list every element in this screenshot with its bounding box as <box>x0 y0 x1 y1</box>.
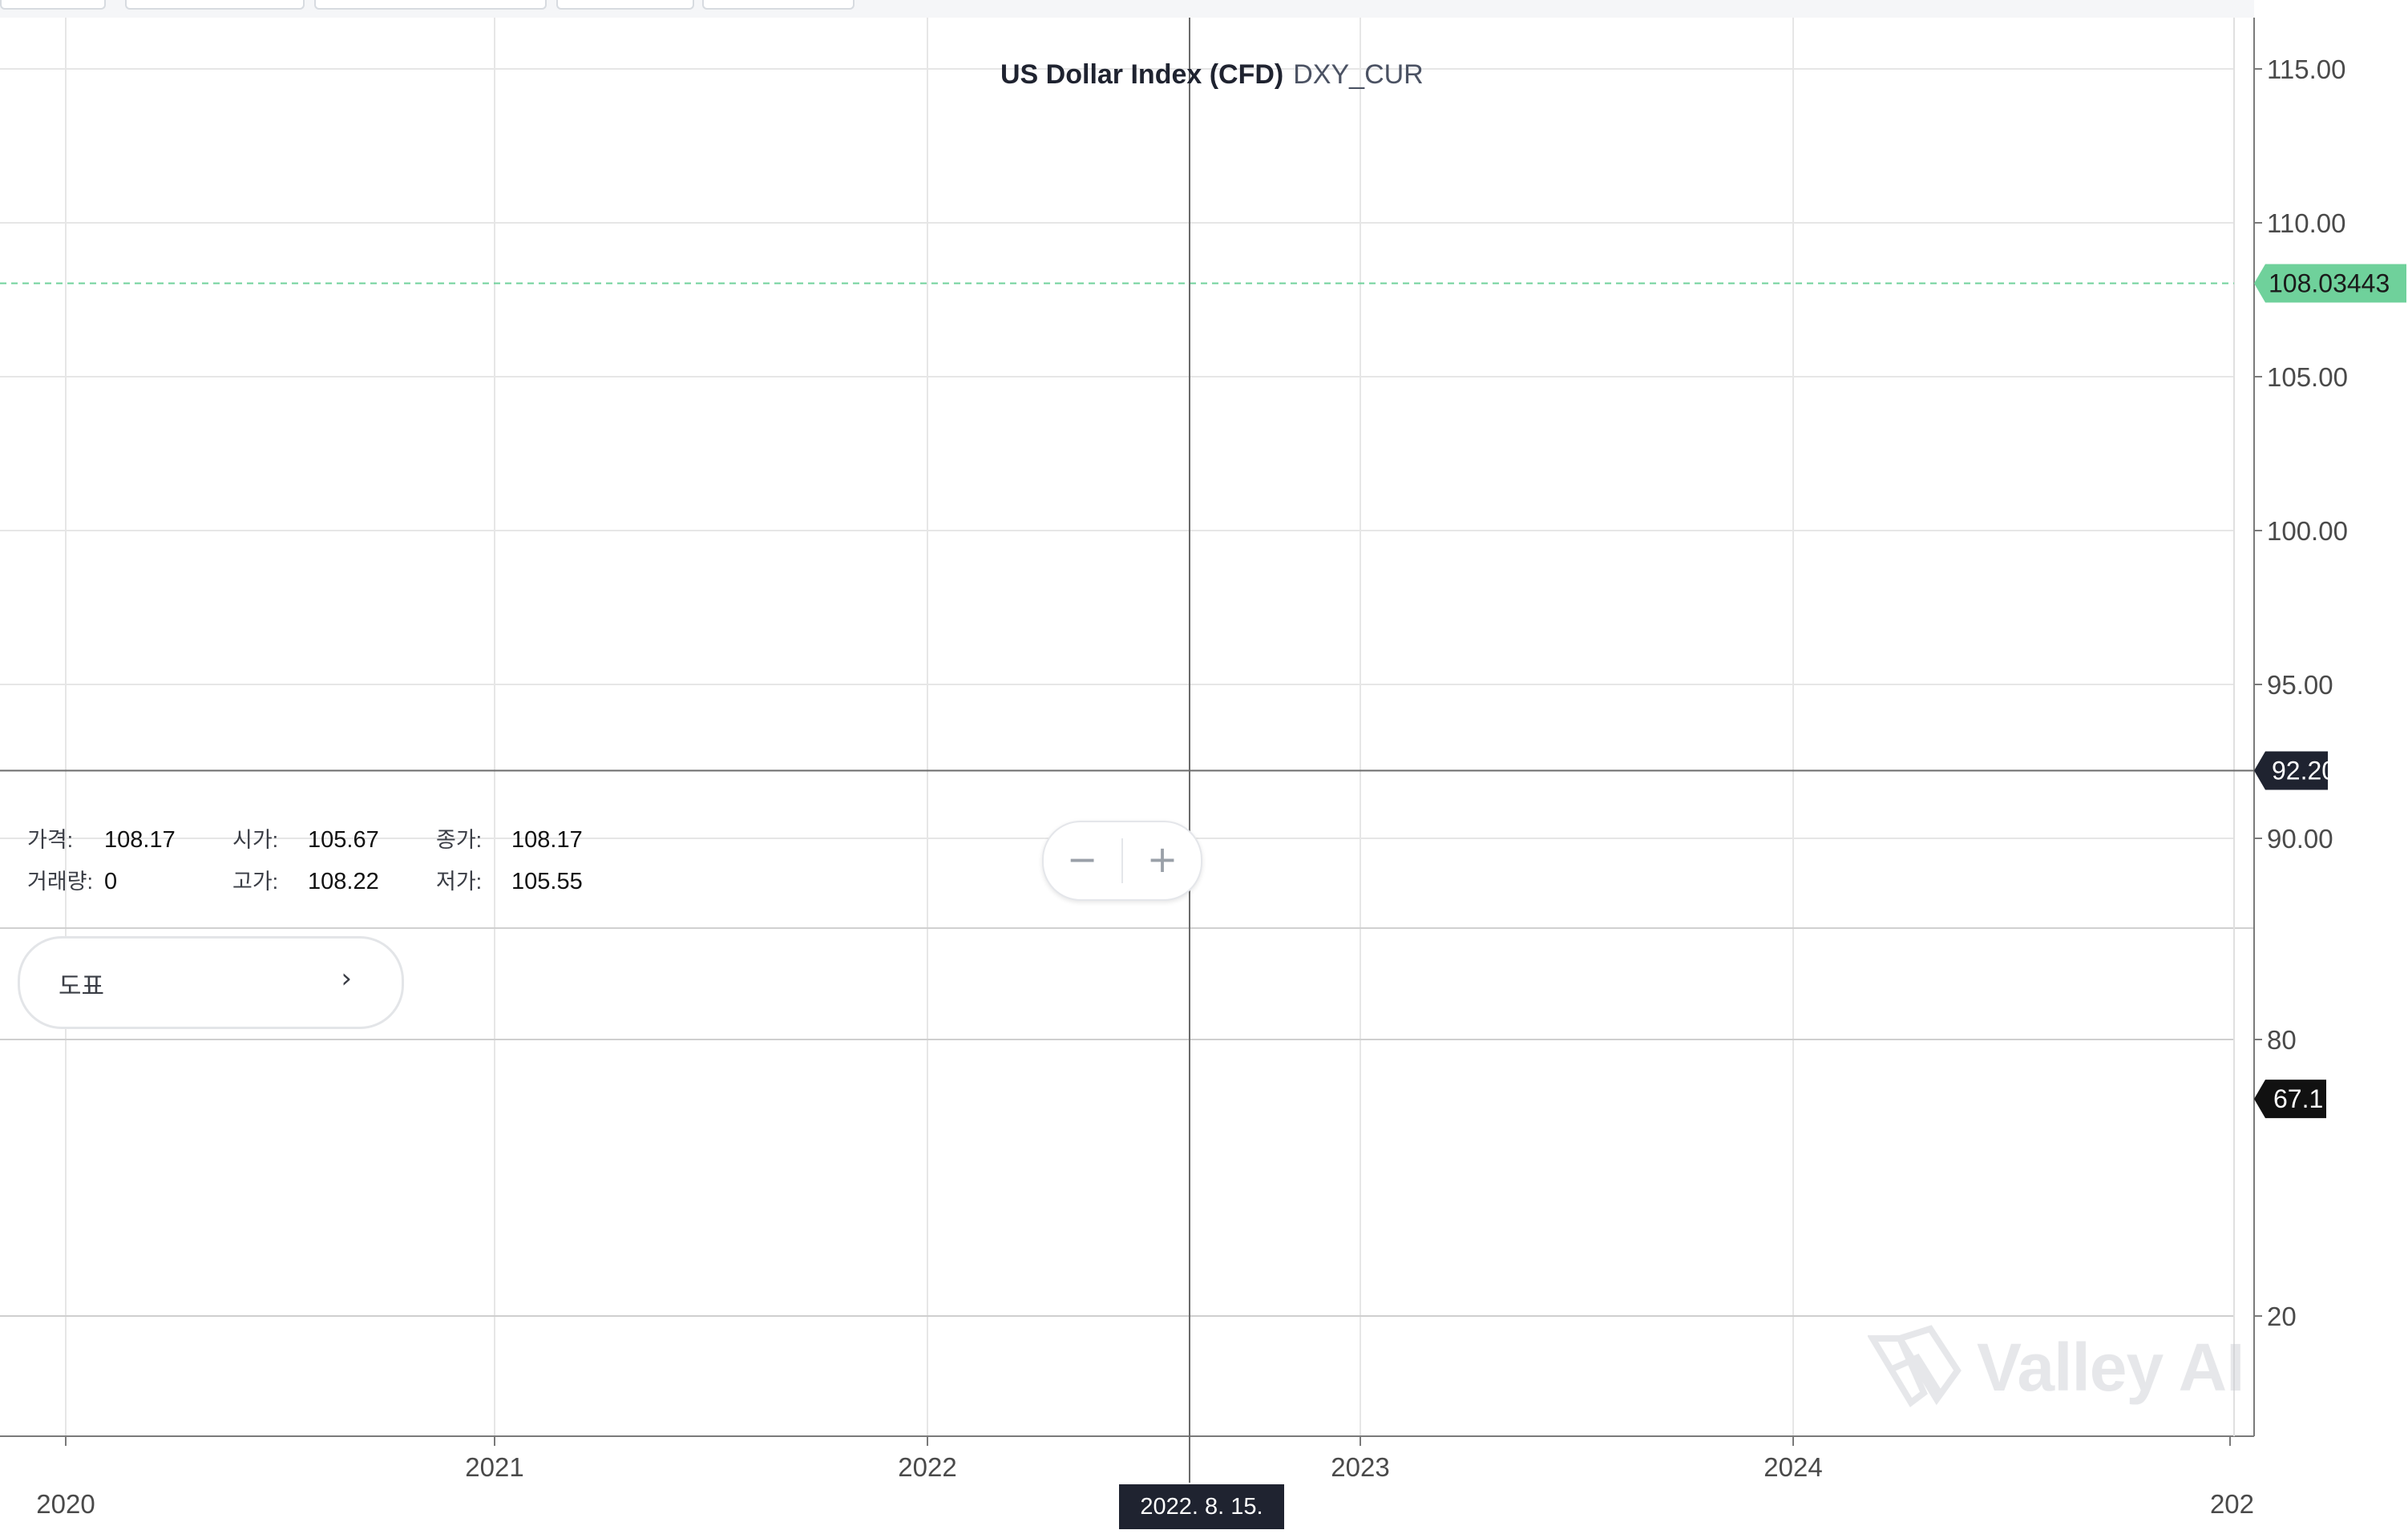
volume-label: 거래량: <box>27 870 94 894</box>
high-value: 108.22 <box>308 869 379 894</box>
indicator-axis-tick-label: 20 <box>2267 1302 2297 1331</box>
close-label: 종가: <box>436 828 483 852</box>
price-axis-tick-label: 115.00 <box>2267 54 2345 84</box>
price-axis-tick-label: 90.00 <box>2267 824 2333 854</box>
zoom-in-button[interactable]: + <box>1146 838 1178 881</box>
zoom-divider <box>1121 838 1123 883</box>
date-axis-tick-label: 202 <box>2210 1489 2254 1519</box>
toolbar-tab[interactable] <box>0 0 106 10</box>
watermark-text: Valley AI <box>1977 1330 2244 1405</box>
open-label: 시가: <box>232 828 279 852</box>
price-value: 108.17 <box>104 827 176 853</box>
last-price-label: 108.03443 <box>2269 268 2390 297</box>
date-axis-tick-label: 2022 <box>898 1452 956 1482</box>
close-value: 108.17 <box>511 827 583 853</box>
zoom-control: − + <box>1042 821 1202 901</box>
top-toolbar <box>0 0 2254 18</box>
indicator-selector-button[interactable]: 도표 › <box>18 936 404 1029</box>
crosshair-price-label: 92.20 <box>2272 757 2336 785</box>
price-label: 가격: <box>27 828 74 852</box>
indicator-last-value-badge <box>2254 1080 2326 1119</box>
last-price-badge <box>2254 264 2406 303</box>
indicator-last-value-label: 67.1 <box>2273 1084 2323 1113</box>
price-axis-tick-label: 105.00 <box>2267 362 2348 392</box>
zoom-out-button[interactable]: − <box>1066 838 1098 881</box>
instrument-name: US Dollar Index (CFD) <box>1000 59 1284 90</box>
watermark-logo: Valley AI <box>1866 1322 2244 1411</box>
valley-logo-icon <box>1866 1325 1962 1407</box>
indicator-axis-tick-label: 80 <box>2267 1025 2297 1055</box>
toolbar-tab[interactable] <box>556 0 694 10</box>
volume-value: 0 <box>104 869 118 894</box>
toolbar-tab[interactable] <box>702 0 855 10</box>
indicator-selector-label: 도표 <box>59 972 105 1000</box>
chevron-right-icon: › <box>341 963 352 995</box>
date-axis-tick-label: 2020 <box>36 1489 95 1519</box>
date-axis-tick-label: 2021 <box>465 1452 523 1482</box>
chart-title: US Dollar Index (CFD) DXY_CUR <box>1000 59 1424 91</box>
crosshair-date-badge: 2022. 8. 15. <box>1119 1484 1284 1529</box>
toolbar-tab[interactable] <box>314 0 547 10</box>
crosshair-price-badge <box>2254 751 2328 790</box>
low-label: 저가: <box>436 870 483 894</box>
price-axis-tick-label: 95.00 <box>2267 670 2333 700</box>
price-axis-tick-label: 100.00 <box>2267 516 2348 546</box>
price-axis-tick-label: 110.00 <box>2267 208 2345 238</box>
low-value: 105.55 <box>511 869 583 894</box>
ohlc-legend: 가격: 108.17 시가: 105.67 종가: 108.17 거래량: 0 고가: 108.… <box>27 819 583 902</box>
date-axis-tick-label: 2024 <box>1764 1452 1822 1482</box>
toolbar-tab[interactable] <box>125 0 305 10</box>
high-label: 고가: <box>232 870 279 894</box>
date-axis-tick-label: 2023 <box>1331 1452 1389 1482</box>
open-value: 105.67 <box>308 827 379 853</box>
instrument-symbol: DXY_CUR <box>1293 59 1424 90</box>
